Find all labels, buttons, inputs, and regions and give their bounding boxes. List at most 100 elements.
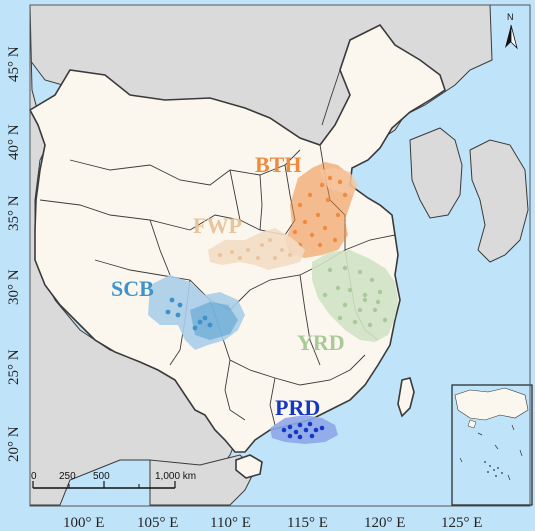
bth-site-dot — [315, 212, 321, 218]
scb-site-dot — [177, 302, 183, 308]
inset-island-dot — [495, 475, 497, 477]
yrd-site-dot — [357, 307, 363, 313]
inset-island-dot — [493, 469, 495, 471]
bth-site-dot — [307, 192, 313, 198]
yrd-site-dot — [337, 315, 343, 321]
yrd-site-dot — [377, 289, 383, 295]
yrd-site-dot — [352, 319, 358, 325]
fwp-site-dot — [288, 253, 292, 257]
prd-site-dot — [303, 427, 309, 433]
map-border — [29, 4, 531, 507]
label-yrd: YRD — [297, 330, 345, 355]
prd-site-dot — [319, 425, 325, 431]
prd-site-dot — [297, 422, 303, 428]
label-prd: PRD — [275, 395, 320, 420]
inset-island-dot — [501, 472, 503, 474]
south-china-sea-inset — [451, 384, 533, 506]
scale-tick-250: 250 — [59, 471, 76, 482]
yrd-site-dot — [342, 265, 348, 271]
scale-tick-0: 0 — [31, 471, 37, 482]
yrd-site-dot — [335, 285, 341, 291]
longitude-labels: 100° E 105° E 110° E 115° E 120° E 125° … — [63, 515, 482, 531]
north-arrow: N — [505, 12, 518, 50]
bth-site-dot — [335, 212, 341, 218]
lat-label-25: 25° N — [6, 349, 22, 385]
label-fwp: FWP — [193, 213, 242, 238]
latitude-labels: 45° N 40° N 35° N 30° N 25° N 20° N — [6, 46, 22, 462]
bth-site-dot — [297, 202, 303, 208]
yrd-site-dot — [357, 269, 363, 275]
prd-site-dot — [287, 424, 293, 430]
lat-label-30: 30° N — [6, 269, 22, 305]
bth-site-dot — [292, 229, 298, 235]
bth-site-dot — [325, 197, 331, 203]
scb-points — [165, 297, 213, 331]
inset-island-dot — [497, 467, 499, 469]
prd-site-dot — [287, 433, 293, 439]
yrd-site-dot — [362, 292, 368, 298]
bth-site-dot — [327, 175, 333, 181]
taiwan-island — [397, 377, 415, 418]
region-prd — [270, 415, 338, 444]
scb-site-dot — [192, 325, 198, 331]
prd-points — [281, 421, 325, 440]
fwp-site-dot — [238, 256, 242, 260]
lon-label-125: 125° E — [441, 515, 482, 531]
fwp-site-dot — [246, 248, 250, 252]
lon-label-120: 120° E — [364, 515, 405, 531]
fwp-site-dot — [230, 250, 234, 254]
prd-site-dot — [313, 427, 319, 433]
yrd-site-dot — [322, 292, 328, 298]
scb-site-dot — [175, 312, 181, 318]
fwp-site-dot — [260, 243, 264, 247]
yrd-site-dot — [367, 322, 373, 328]
lat-label-20: 20° N — [6, 426, 22, 462]
bth-site-dot — [322, 225, 328, 231]
fwp-site-dot — [268, 238, 272, 242]
inset-island-dot — [484, 461, 486, 463]
inset-island-dot — [489, 465, 491, 467]
yrd-points — [322, 265, 388, 328]
scb-area — [148, 275, 245, 350]
inset-island-dot — [487, 471, 489, 473]
fwp-site-dot — [218, 253, 222, 257]
yrd-site-dot — [362, 297, 368, 303]
inset-islands — [484, 461, 503, 477]
region-yrd — [312, 250, 398, 342]
lon-label-100: 100° E — [63, 515, 104, 531]
lat-label-35: 35° N — [6, 195, 22, 231]
north-label: N — [507, 12, 514, 22]
bth-site-dot — [302, 219, 308, 225]
prd-site-dot — [297, 434, 303, 440]
bth-site-dot — [317, 242, 323, 248]
lon-label-115: 115° E — [287, 515, 328, 531]
prd-site-dot — [281, 427, 287, 433]
scale-bar: 0 250 500 1,000 km — [31, 471, 196, 489]
yrd-site-dot — [382, 317, 388, 323]
bth-points — [292, 175, 348, 248]
yrd-site-dot — [342, 302, 348, 308]
lon-label-110: 110° E — [210, 515, 251, 531]
china-mainland — [28, 23, 446, 453]
scb-site-dot — [165, 309, 171, 315]
fwp-area — [208, 228, 305, 270]
scale-tick-500: 500 — [93, 471, 110, 482]
bth-site-dot — [342, 192, 348, 198]
yrd-site-dot — [347, 287, 353, 293]
fwp-site-dot — [256, 256, 260, 260]
fwp-site-dot — [280, 248, 284, 252]
region-bth — [285, 162, 358, 258]
scb-site-dot — [197, 319, 203, 325]
scb-site-dot — [207, 322, 213, 328]
yrd-area — [312, 250, 398, 342]
bth-site-dot — [337, 179, 343, 185]
lat-label-45: 45° N — [6, 46, 22, 82]
scb-site-dot — [202, 315, 208, 321]
lon-label-105: 105° E — [137, 515, 178, 531]
scale-tick-1000: 1,000 km — [155, 471, 196, 482]
bth-site-dot — [319, 182, 325, 188]
neighbor-land-japan — [469, 139, 529, 263]
prd-site-dot — [293, 429, 299, 435]
